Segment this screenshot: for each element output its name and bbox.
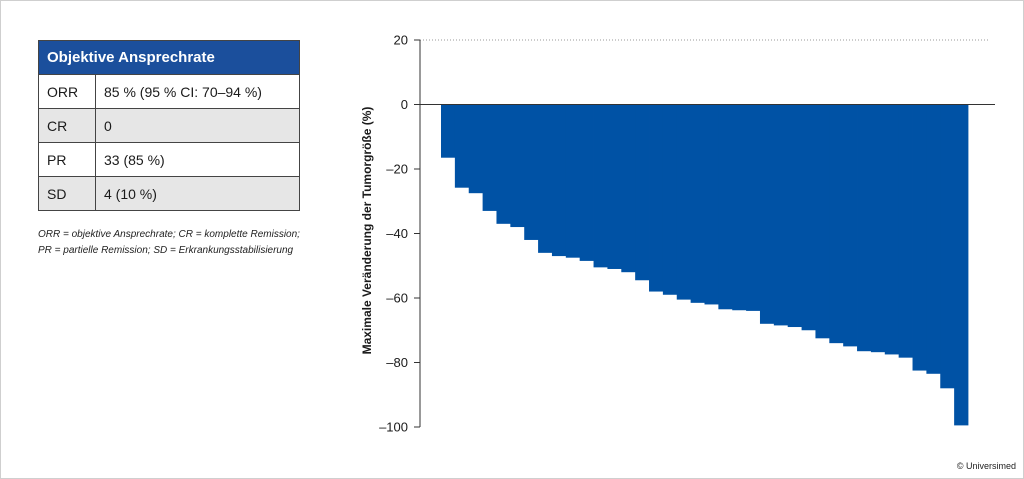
bar	[649, 104, 664, 292]
bar	[829, 104, 844, 344]
bar	[884, 104, 900, 355]
bar	[843, 104, 858, 347]
bar	[676, 104, 692, 300]
bar	[912, 104, 927, 371]
row-value: 85 % (95 % CI: 70–94 %)	[95, 74, 300, 109]
table-header: Objektive Ansprechrate	[38, 40, 300, 75]
table-row-pr: PR 33 (85 %)	[38, 142, 300, 177]
bar	[857, 104, 872, 352]
table-header-row: Objektive Ansprechrate	[38, 40, 300, 75]
y-tick-label: 0	[401, 97, 408, 112]
table-row-orr: ORR 85 % (95 % CI: 70–94 %)	[38, 74, 300, 109]
bar	[940, 104, 955, 389]
bar	[704, 104, 719, 305]
y-tick-label: 20	[394, 33, 408, 48]
bar	[593, 104, 608, 268]
bar	[898, 104, 913, 358]
row-label: PR	[38, 142, 96, 177]
bar	[565, 104, 581, 258]
bar	[454, 104, 470, 188]
footnote-line-1: ORR = objektive Ansprechrate; CR = kompl…	[38, 229, 300, 240]
y-tick-label: –100	[379, 420, 408, 435]
bar	[801, 104, 816, 331]
bar	[690, 104, 705, 303]
bar	[870, 104, 886, 353]
bar	[551, 104, 567, 257]
bar	[732, 104, 747, 311]
bar	[579, 104, 594, 261]
bar	[954, 104, 969, 426]
row-value: 4 (10 %)	[95, 176, 300, 211]
bar	[759, 104, 775, 324]
copyright-notice: © Universimed	[956, 461, 1016, 471]
bar	[496, 104, 511, 224]
table-row-sd: SD 4 (10 %)	[38, 176, 300, 211]
bar	[607, 104, 622, 269]
y-tick-label: –60	[386, 291, 408, 306]
bar	[524, 104, 539, 240]
y-tick-label: –80	[386, 355, 408, 370]
table-row-cr: CR 0	[38, 108, 300, 143]
y-axis-label: Maximale Veränderung der Tumorgröße (%)	[360, 107, 374, 355]
bar	[815, 104, 830, 339]
row-value: 0	[95, 108, 300, 143]
row-label: SD	[38, 176, 96, 211]
response-rate-table: Objektive Ansprechrate ORR 85 % (95 % CI…	[38, 40, 300, 211]
footnote-line-2: PR = partielle Remission; SD = Erkrankun…	[38, 245, 294, 256]
bar	[441, 104, 456, 158]
bar	[773, 104, 789, 326]
bar	[482, 104, 497, 211]
y-tick-label: –40	[386, 226, 408, 241]
table-footnote: ORR = objektive Ansprechrate; CR = kompl…	[38, 227, 318, 259]
row-value: 33 (85 %)	[95, 142, 300, 177]
bar	[635, 104, 650, 281]
bar	[538, 104, 553, 253]
bar	[621, 104, 636, 273]
bar	[787, 104, 802, 328]
bar	[718, 104, 733, 310]
bar	[468, 104, 484, 194]
bar	[662, 104, 678, 295]
y-tick-label: –20	[386, 162, 408, 177]
bar	[746, 104, 761, 311]
bar	[510, 104, 525, 228]
bar	[926, 104, 941, 374]
